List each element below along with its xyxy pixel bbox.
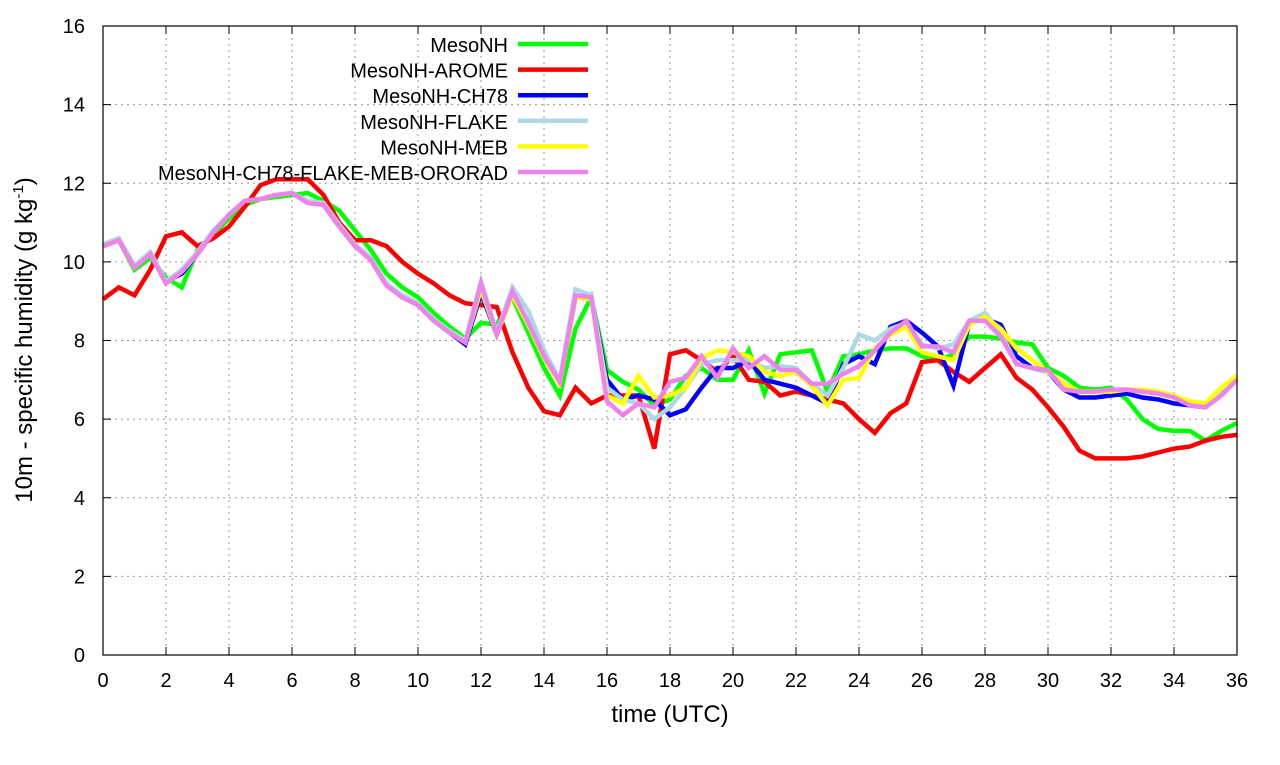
y-axis-label-exponent: -1 [10,185,27,198]
y-tick-label: 0 [74,645,85,667]
y-tick-label: 6 [74,409,85,431]
x-tick-label: 16 [596,670,618,692]
y-axis-label-main: 10m - specific humidity (g kg [11,199,38,503]
x-tick-label: 0 [97,670,108,692]
x-tick-label: 30 [1037,670,1059,692]
y-tick-label: 10 [63,252,85,274]
legend-label: MesoNH [430,35,508,57]
x-tick-label: 36 [1226,670,1248,692]
y-axis-label: 10m - specific humidity (g kg-1) [10,177,38,502]
y-tick-label: 2 [74,566,85,588]
legend-label: MesoNH-MEB [380,137,508,159]
series-lines [101,177,1239,461]
y-tick-label: 12 [63,173,85,195]
x-tick-label: 6 [286,670,297,692]
x-tick-label: 28 [974,670,996,692]
x-tick-label: 32 [1100,670,1122,692]
x-tick-label: 20 [722,670,744,692]
legend: MesoNH MesoNH-AROME MesoNH-CH78 MesoNH-FLAK… [158,35,588,185]
series-line-mesonh-ch78-flake-meb-ororad [102,190,1239,419]
x-tick-label: 24 [848,670,870,692]
legend-label: MesoNH-FLAKE [360,112,508,134]
legend-label: MesoNH-CH78 [372,86,508,108]
x-tick-label: 4 [223,670,234,692]
y-tick-label: 4 [74,488,85,510]
x-tick-label: 34 [1163,670,1185,692]
legend-label: MesoNH-AROME [350,61,508,83]
series-line-mesonh-arome [101,177,1238,461]
x-tick-label: 26 [911,670,933,692]
y-axis-label-close: ) [11,177,38,185]
x-tick-label: 10 [407,670,429,692]
x-tick-label: 2 [160,670,171,692]
y-tick-label: 14 [63,95,85,117]
y-tick-label: 16 [63,16,85,38]
legend-label: MesoNH-CH78-FLAKE-MEB-ORORAD [158,163,508,185]
x-tick-label: 8 [349,670,360,692]
x-tick-label: 22 [785,670,807,692]
x-axis-label: time (UTC) [611,701,728,728]
y-tick-label: 8 [74,331,85,353]
axis-ticks: 0 2 4 6 8 10 12 14 16 18 20 22 24 26 28 30 32 34 360246810… [63,16,1248,692]
grid [103,26,1237,655]
x-tick-label: 12 [470,670,492,692]
x-tick-label: 14 [533,670,555,692]
x-tick-label: 18 [659,670,681,692]
